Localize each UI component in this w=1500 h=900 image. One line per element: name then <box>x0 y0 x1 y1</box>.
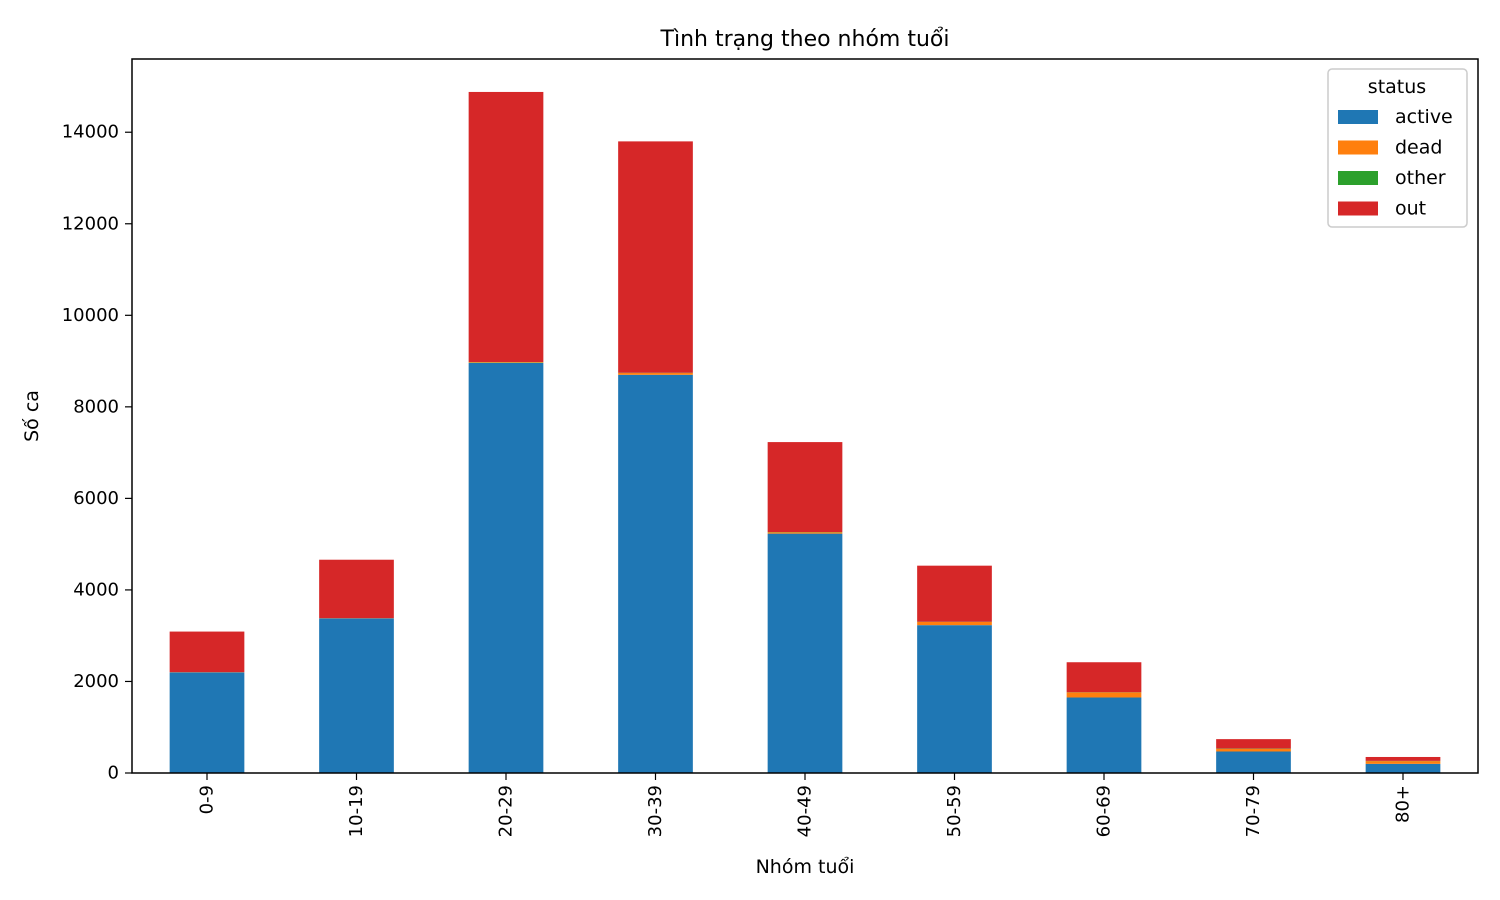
legend-label-out: out <box>1395 198 1426 220</box>
y-tick-label-8000: 8000 <box>73 396 119 417</box>
bar-active-50-59 <box>917 625 992 773</box>
bar-dead-40-49 <box>767 532 843 534</box>
bar-dead-50-59 <box>917 621 992 626</box>
legend-swatch-dead <box>1338 140 1378 155</box>
bar-out-0-9 <box>169 631 245 673</box>
legend-label-other: other <box>1395 167 1446 189</box>
bar-out-10-19 <box>319 559 394 619</box>
bar-dead-80+ <box>1365 761 1441 764</box>
bar-out-80+ <box>1365 756 1441 761</box>
x-tick-label-70-79: 70-79 <box>1243 785 1264 837</box>
legend-swatch-out <box>1338 201 1378 216</box>
bars-group <box>169 91 1441 773</box>
bar-active-40-49 <box>767 533 843 773</box>
bar-out-60-69 <box>1066 662 1142 693</box>
x-tick-label-40-49: 40-49 <box>795 785 816 837</box>
y-axis-label: Số ca <box>21 390 43 442</box>
x-axis-label: Nhóm tuổi <box>756 856 855 878</box>
bar-out-50-59 <box>917 565 992 622</box>
legend-title: status <box>1368 76 1426 98</box>
bar-active-30-39 <box>618 374 693 773</box>
legend-swatch-active <box>1338 110 1378 124</box>
y-tick-label-4000: 4000 <box>73 579 119 600</box>
bar-out-40-49 <box>767 442 843 533</box>
y-tick-label-14000: 14000 <box>62 122 119 143</box>
bar-dead-20-29 <box>468 362 544 363</box>
x-tick-label-10-19: 10-19 <box>346 785 367 837</box>
x-tick-label-80+: 80+ <box>1393 785 1414 823</box>
bar-active-80+ <box>1365 763 1441 773</box>
plot-frame <box>131 58 1479 774</box>
legend-swatch-other <box>1338 171 1378 185</box>
bar-out-30-39 <box>618 141 693 373</box>
bar-dead-60-69 <box>1066 692 1142 698</box>
bar-dead-30-39 <box>618 372 693 375</box>
y-tick-label-10000: 10000 <box>62 305 119 326</box>
legend-label-dead: dead <box>1395 137 1442 159</box>
legend-box <box>1327 68 1468 228</box>
y-axis: 0 2000 4000 6000 8000 10000 12000 14000 <box>62 122 132 784</box>
bar-active-20-29 <box>468 362 544 773</box>
y-tick-label-12000: 12000 <box>62 213 119 234</box>
x-tick-label-50-59: 50-59 <box>944 785 965 837</box>
x-tick-label-20-29: 20-29 <box>496 785 517 837</box>
legend-label-active: active <box>1395 106 1453 128</box>
x-axis: 0-9 10-19 20-29 30-39 40-49 50-59 60-69 70-79 80… <box>197 773 1414 837</box>
bar-active-10-19 <box>319 618 394 773</box>
bar-dead-70-79 <box>1216 748 1291 752</box>
bar-out-70-79 <box>1216 739 1291 749</box>
x-tick-label-0-9: 0-9 <box>197 785 218 814</box>
x-tick-label-30-39: 30-39 <box>645 785 666 837</box>
y-tick-label-0: 0 <box>108 763 119 784</box>
y-tick-label-6000: 6000 <box>73 488 119 509</box>
chart-title: Tình trạng theo nhóm tuổi <box>660 27 950 52</box>
bar-active-70-79 <box>1216 751 1291 773</box>
y-tick-label-2000: 2000 <box>73 671 119 692</box>
bar-active-0-9 <box>169 672 245 773</box>
x-tick-label-60-69: 60-69 <box>1094 785 1115 837</box>
bar-out-20-29 <box>468 91 544 362</box>
legend: status active dead other out <box>1327 68 1468 228</box>
bar-active-60-69 <box>1066 697 1142 773</box>
